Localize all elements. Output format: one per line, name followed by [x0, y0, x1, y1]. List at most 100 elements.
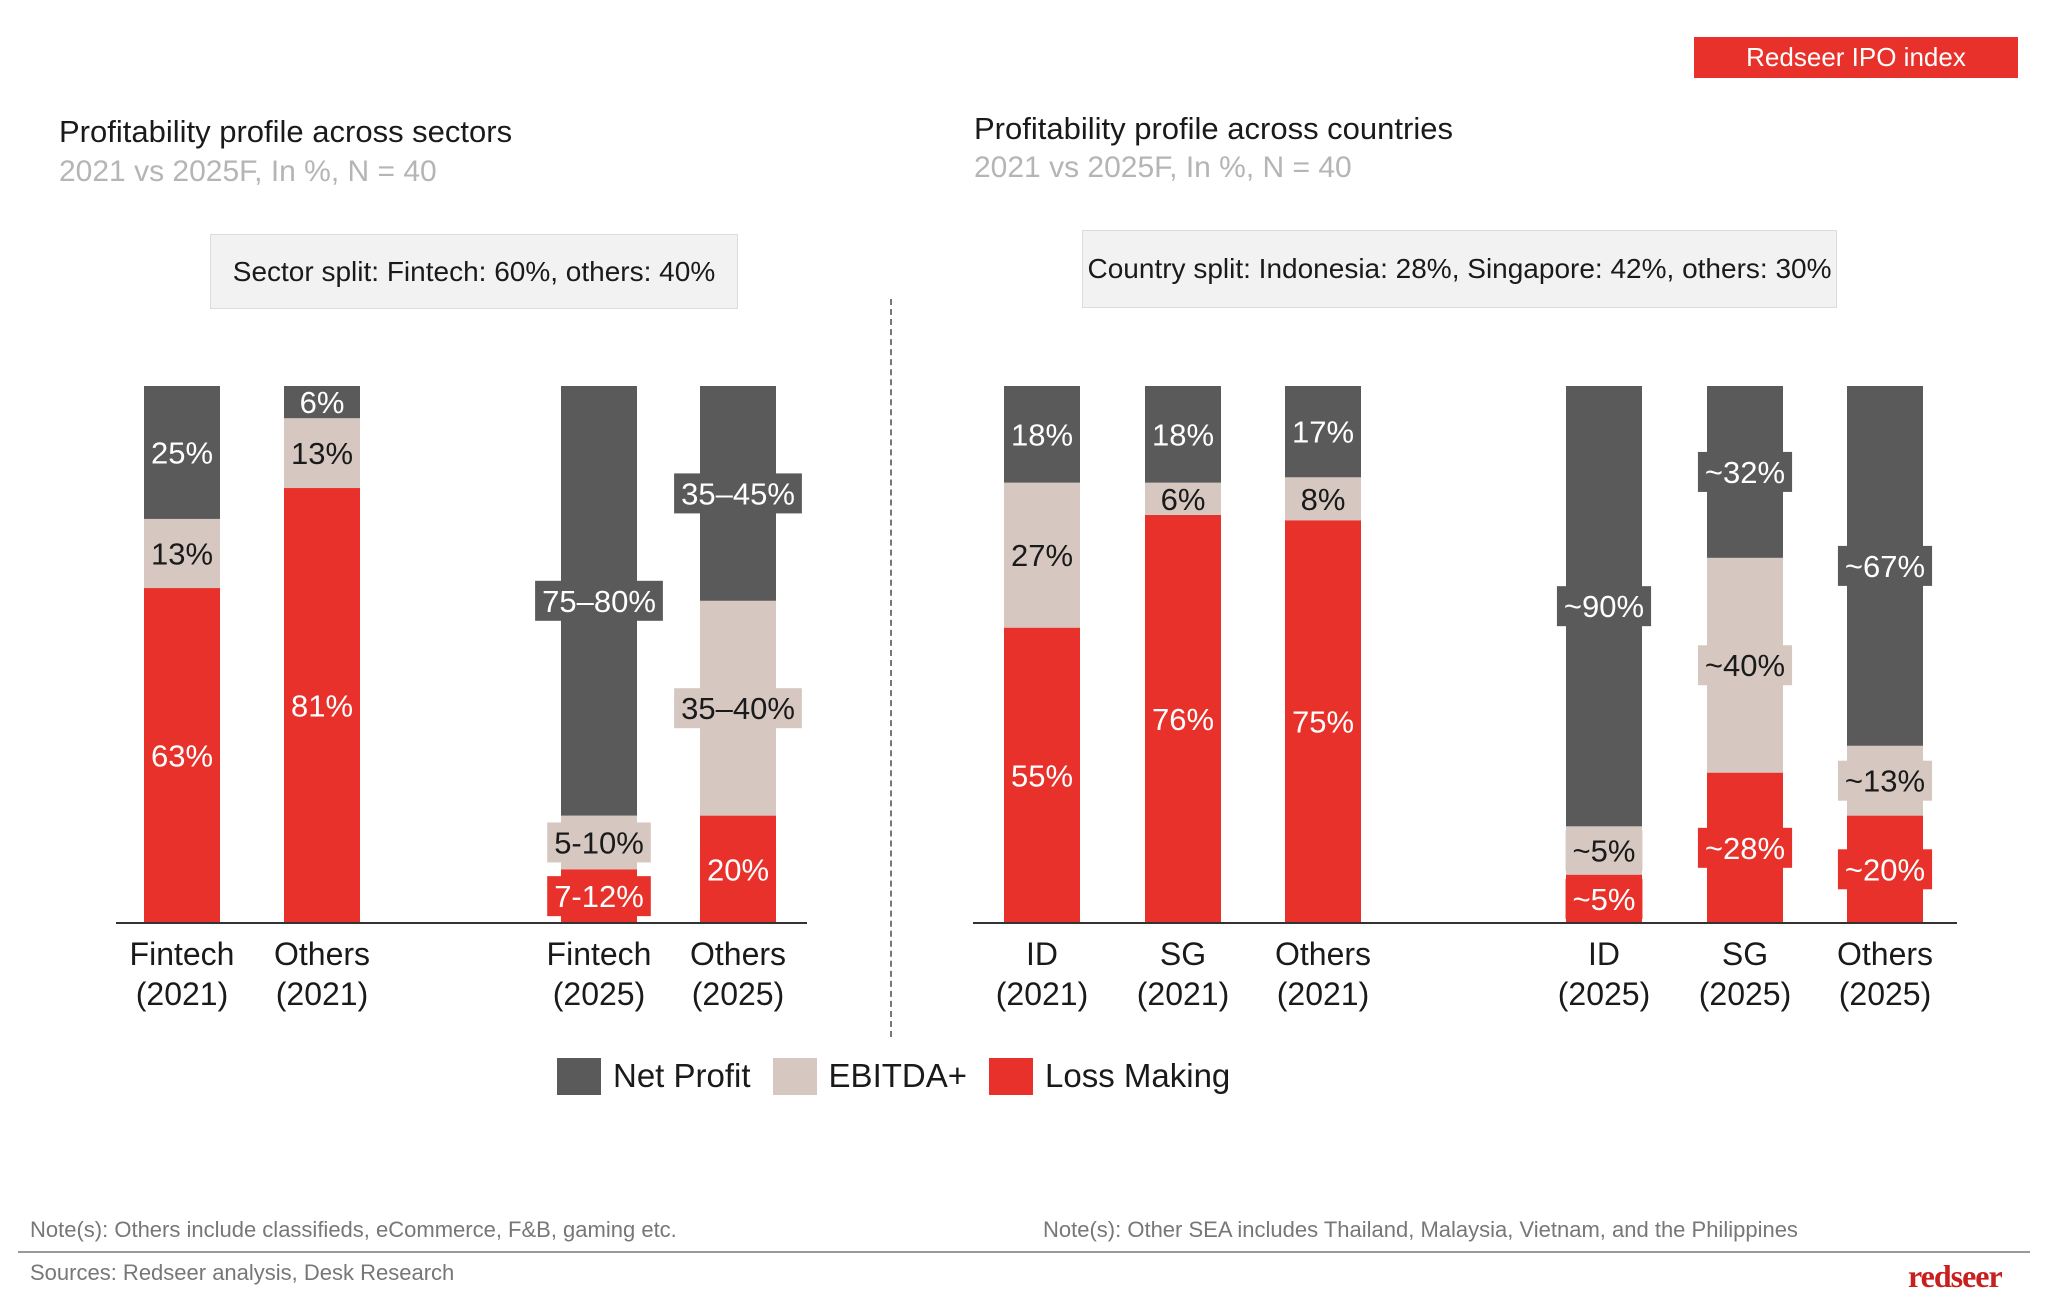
bar-segment-loss-making: [1145, 514, 1221, 923]
data-label-text: 8%: [1301, 482, 1346, 517]
category-label-line: ID: [1026, 936, 1058, 972]
category-label-line: Fintech: [130, 936, 235, 972]
data-label: 18%: [1152, 417, 1214, 452]
data-label-text: 75%: [1292, 705, 1354, 740]
bar-segment-loss-making: [1004, 627, 1080, 923]
data-label: ~20%: [1837, 849, 1933, 890]
legend: Net Profit EBITDA+ Loss Making: [557, 1057, 1252, 1095]
bar-segment-net-profit: [1145, 386, 1221, 483]
category-label: ID (2021): [996, 936, 1089, 1012]
data-label: ~32%: [1697, 451, 1793, 492]
data-label-text: ~28%: [1705, 831, 1785, 866]
data-label-text: 35–45%: [681, 476, 795, 511]
data-label-text: ~5%: [1573, 882, 1636, 917]
data-label: 81%: [291, 689, 353, 724]
data-label-text: 75–80%: [542, 584, 656, 619]
data-label-box: [1697, 645, 1793, 686]
category-label-line: ID: [1588, 936, 1620, 972]
data-label-text: 76%: [1152, 702, 1214, 737]
category-label-line: Others: [274, 936, 370, 972]
data-label-text: ~5%: [1573, 834, 1636, 869]
data-label-box: [1565, 830, 1643, 871]
data-label-text: 81%: [291, 689, 353, 724]
legend-label: Net Profit: [613, 1057, 751, 1094]
data-label-text: 17%: [1292, 415, 1354, 450]
category-label-line: (2021): [1137, 976, 1230, 1012]
footer-divider: [18, 1251, 2030, 1253]
data-label: 75%: [1292, 705, 1354, 740]
bar-segment-loss-making: [284, 488, 360, 923]
category-label-line: (2021): [276, 976, 369, 1012]
data-label-text: 6%: [1161, 482, 1206, 517]
left-chart-subtitle: 2021 vs 2025F, In %, N = 40: [59, 155, 437, 188]
category-label: ID (2025): [1558, 936, 1651, 1012]
bar-segment-ebitda-: [1004, 482, 1080, 628]
bar-segment-ebitda-: [144, 518, 220, 589]
category-label-line: (2021): [136, 976, 229, 1012]
data-label: 76%: [1152, 702, 1214, 737]
data-label-text: 7-12%: [554, 879, 644, 914]
category-label: SG (2025): [1699, 936, 1792, 1012]
data-label: ~90%: [1556, 586, 1652, 627]
data-label: 27%: [1011, 538, 1073, 573]
category-label: Fintech (2021): [130, 936, 235, 1012]
data-label-box: [547, 876, 651, 917]
data-label-text: 55%: [1011, 758, 1073, 793]
data-label-text: ~90%: [1564, 589, 1644, 624]
category-label-line: Others: [1837, 936, 1933, 972]
right-note: Note(s): Other SEA includes Thailand, Ma…: [1043, 1217, 1798, 1242]
data-label: 55%: [1011, 758, 1073, 793]
category-label-line: (2025): [553, 976, 646, 1012]
data-label-box: [1697, 451, 1793, 492]
category-label: Others (2021): [274, 936, 370, 1012]
data-label-text: ~20%: [1845, 852, 1925, 887]
category-label-line: (2021): [1277, 976, 1370, 1012]
legend-label: EBITDA+: [828, 1057, 968, 1094]
data-label-text: 5-10%: [554, 825, 644, 860]
data-label: ~40%: [1697, 645, 1793, 686]
data-label: 6%: [300, 385, 345, 420]
bar-segment-loss-making: [1285, 520, 1361, 923]
category-label: Others (2025): [1837, 936, 1933, 1012]
left-note: Note(s): Others include classifieds, eCo…: [30, 1217, 677, 1242]
data-label-text: 13%: [151, 536, 213, 571]
data-label: 6%: [1161, 482, 1206, 517]
category-label-line: SG: [1160, 936, 1206, 972]
data-label-text: 35–40%: [681, 691, 795, 726]
data-label: 5-10%: [547, 822, 651, 863]
bar-segment-ebitda-: [1145, 482, 1221, 515]
data-label: 13%: [151, 536, 213, 571]
category-label: Others (2025): [690, 936, 786, 1012]
data-label: 35–40%: [674, 688, 802, 729]
data-label: ~28%: [1697, 827, 1793, 868]
data-label: ~5%: [1565, 878, 1643, 919]
country-chart: ID (2021) SG (2021) Others (2021) ID (2025) SG (2…: [973, 386, 1957, 1012]
data-label-box: [674, 688, 802, 729]
data-label-box: [1565, 878, 1643, 919]
data-label-text: 18%: [1152, 417, 1214, 452]
category-label-line: Others: [1275, 936, 1371, 972]
data-label: 75–80%: [535, 580, 663, 621]
legend-item-loss-making: Loss Making: [989, 1057, 1230, 1095]
legend-item-net-profit: Net Profit: [557, 1057, 751, 1095]
legend-swatch-loss-making: [989, 1057, 1034, 1095]
data-label: 13%: [291, 436, 353, 471]
legend-label: Loss Making: [1045, 1057, 1231, 1094]
data-label-text: ~32%: [1705, 455, 1785, 490]
sector-split-box: Sector split: Fintech: 60%, others: 40%: [210, 234, 738, 309]
data-label: 35–45%: [674, 473, 802, 514]
data-label-text: 20%: [707, 852, 769, 887]
data-label-text: 13%: [291, 436, 353, 471]
data-label-box: [1837, 545, 1933, 586]
data-label-box: [674, 473, 802, 514]
data-label-box: [1697, 827, 1793, 868]
category-label-line: (2025): [1839, 976, 1932, 1012]
category-label: Others (2021): [1275, 936, 1371, 1012]
data-label: 7-12%: [547, 876, 651, 917]
legend-swatch-ebitda: [772, 1057, 817, 1095]
category-label-line: (2021): [996, 976, 1089, 1012]
redseer-ipo-index-badge: Redseer IPO index: [1694, 37, 2018, 78]
right-chart-title: Profitability profile across countries: [974, 111, 1453, 146]
category-label: Fintech (2025): [547, 936, 652, 1012]
data-label: 25%: [151, 435, 213, 470]
